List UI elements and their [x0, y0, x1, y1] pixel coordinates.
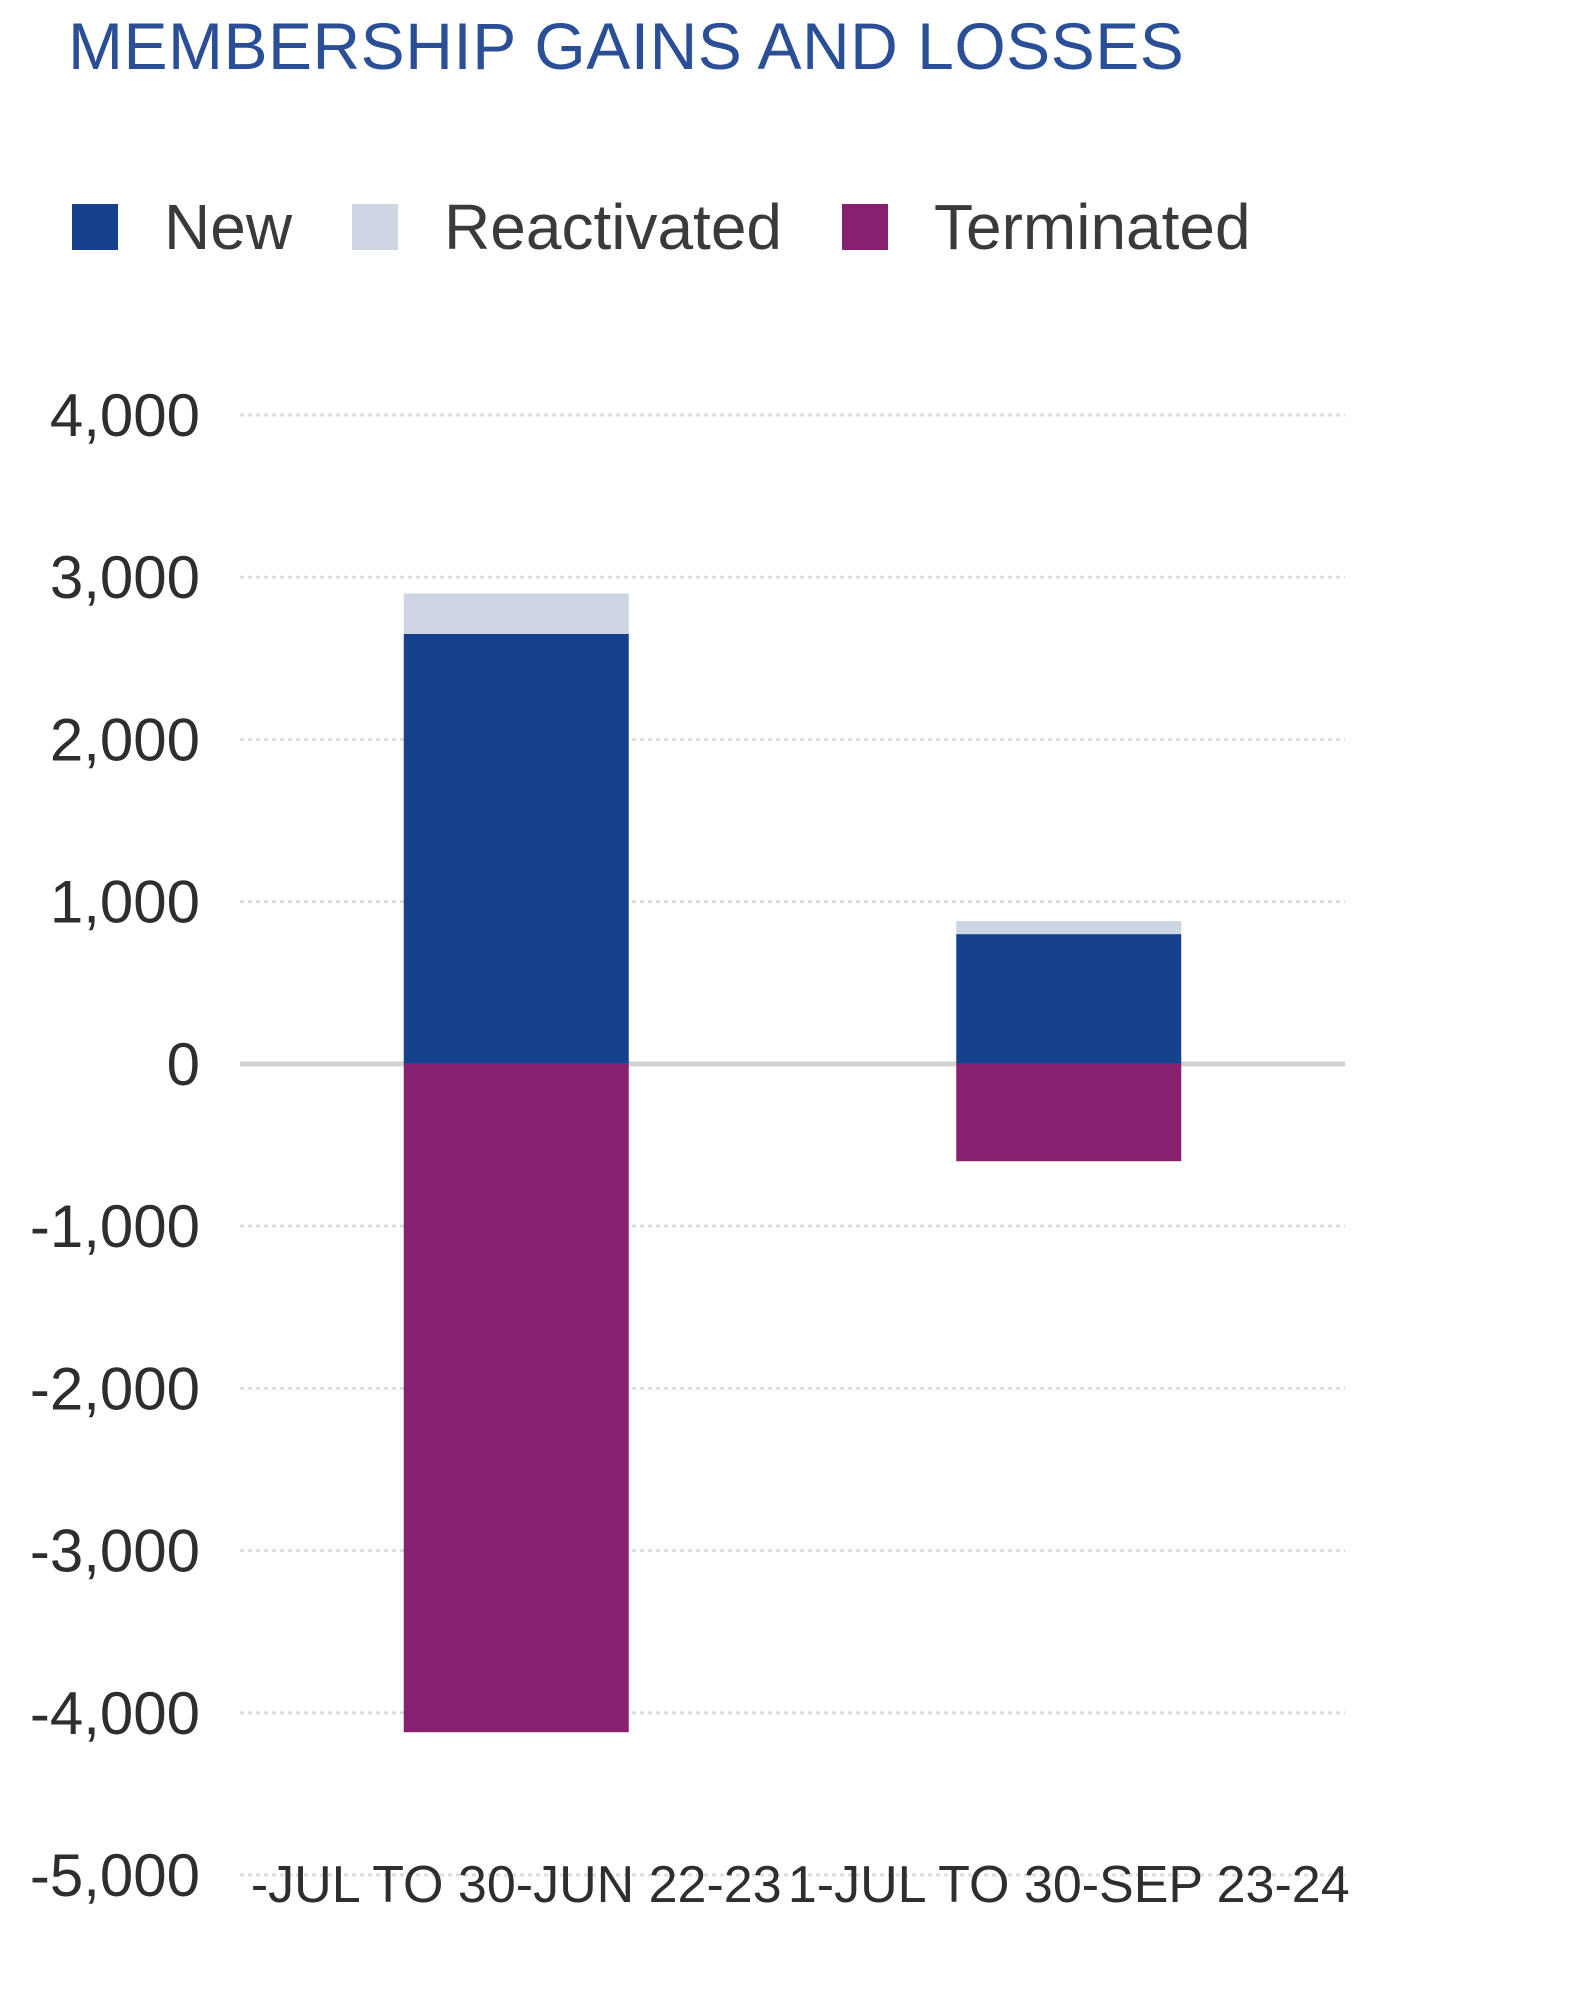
bar-terminated-1	[403, 1063, 629, 1733]
y-tick-label: -3,000	[30, 1518, 200, 1585]
chart-title: MEMBERSHIP GAINS AND LOSSES	[68, 9, 1185, 83]
x-category-label: -JUL TO 30-JUN 22-23	[251, 1856, 782, 1914]
legend-item-terminated: Terminated	[842, 190, 1251, 264]
legend-label-terminated: Terminated	[934, 191, 1251, 263]
legend-label-new: New	[164, 191, 293, 263]
y-tick-label: -1,000	[30, 1193, 200, 1260]
bar-terminated-2	[956, 1063, 1182, 1162]
x-category-label: 1-JUL TO 30-SEP 23-24	[788, 1856, 1350, 1914]
y-tick-label: 3,000	[50, 544, 200, 611]
bar-new-2	[956, 934, 1182, 1064]
y-tick-label: -5,000	[30, 1842, 200, 1909]
y-tick-label: -2,000	[30, 1355, 200, 1422]
legend-swatch-terminated	[842, 204, 888, 250]
chart-legend: New Reactivated Terminated	[72, 190, 1311, 264]
y-tick-label: -4,000	[30, 1680, 200, 1747]
legend-item-reactivated: Reactivated	[352, 190, 782, 264]
legend-swatch-reactivated	[352, 204, 399, 250]
legend-label-reactivated: Reactivated	[444, 191, 782, 263]
y-tick-label: 0	[167, 1031, 200, 1098]
bar-reactivated-2	[956, 921, 1182, 935]
bar-new-1	[403, 634, 629, 1064]
legend-item-new: New	[72, 190, 292, 264]
y-tick-label: 1,000	[50, 869, 200, 936]
bar-reactivated-1	[403, 593, 629, 634]
legend-swatch-new	[72, 204, 118, 250]
y-tick-label: 4,000	[50, 382, 200, 449]
y-tick-label: 2,000	[50, 706, 200, 773]
